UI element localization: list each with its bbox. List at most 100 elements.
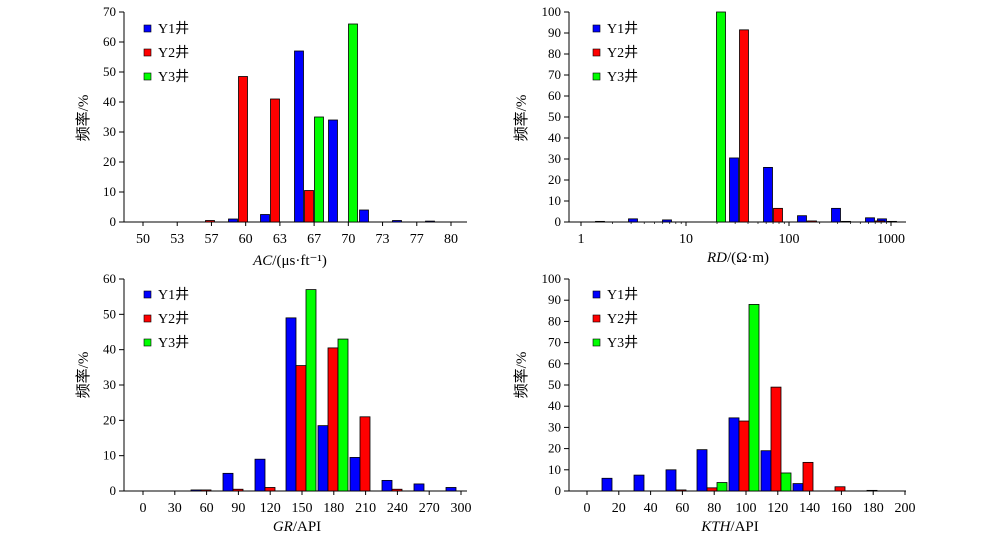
x-tick-label: 50 xyxy=(136,232,150,247)
y-tick-label: 40 xyxy=(548,398,561,413)
bar-gr-s3-150 xyxy=(305,289,317,492)
y-tick-label: 100 xyxy=(542,271,562,286)
bar-rd-s1-6.4 xyxy=(662,219,672,223)
legend-label: Y1井 xyxy=(158,21,189,37)
x-tick-label: 20 xyxy=(612,501,626,516)
legend-label: Y2井 xyxy=(607,311,638,327)
x-axis-label-unit: /(μs·ft⁻¹) xyxy=(272,253,327,269)
x-tick-label: 53 xyxy=(170,232,184,247)
bar-ac-s1-60 xyxy=(228,218,238,223)
bar-kth-s3-80 xyxy=(716,482,728,492)
bar-ac-s2-63 xyxy=(270,98,280,223)
legend-swatch xyxy=(143,290,152,299)
y-tick-label: 40 xyxy=(103,342,116,357)
x-tick-label: 77 xyxy=(410,232,424,247)
x-axis-label-var: KTH xyxy=(700,519,731,535)
legend-swatch xyxy=(592,72,601,81)
bar-rd-s2-51.2 xyxy=(773,207,783,223)
bar-ac-s3-70 xyxy=(348,23,358,223)
bar-kth-s1-60 xyxy=(665,469,677,492)
x-tick-label: 1000 xyxy=(877,232,905,247)
x-tick-label: 80 xyxy=(444,232,458,247)
y-tick-label: 0 xyxy=(555,483,562,498)
bar-kth-s2-60 xyxy=(675,489,687,492)
x-axis-label-unit: /API xyxy=(730,519,758,535)
bar-kth-s1-100 xyxy=(728,417,740,492)
x-tick-label: 70 xyxy=(341,232,355,247)
bar-ac-s1-63 xyxy=(260,214,270,223)
y-tick-label: 20 xyxy=(103,412,116,427)
bar-gr-s1-90 xyxy=(222,472,234,492)
legend-label: Y1井 xyxy=(607,287,638,303)
y-tick-label: 10 xyxy=(548,193,561,208)
bar-ac-s3-67 xyxy=(314,116,324,223)
bar-gr-s1-150 xyxy=(285,317,297,492)
bar-rd-s1-25.6 xyxy=(729,157,739,223)
bar-ac-s1-80 xyxy=(425,220,435,223)
x-tick-label: 270 xyxy=(419,501,440,516)
y-tick-label: 0 xyxy=(110,214,117,229)
y-tick-label: 0 xyxy=(555,214,562,229)
y-axis-label: 频率/% xyxy=(513,95,530,142)
legend-label: Y3井 xyxy=(607,335,638,351)
x-axis-label: GR/API xyxy=(273,519,321,535)
bar-kth-s1-120 xyxy=(760,450,772,492)
bar-kth-s2-80 xyxy=(706,487,718,492)
y-tick-label: 20 xyxy=(548,441,561,456)
bar-ac-s2-57 xyxy=(205,220,215,223)
x-tick-label: 0 xyxy=(140,501,147,516)
y-tick-label: 50 xyxy=(103,64,116,79)
x-tick-label: 180 xyxy=(863,501,884,516)
y-tick-label: 10 xyxy=(548,462,561,477)
x-tick-label: 63 xyxy=(273,232,287,247)
legend-swatch xyxy=(143,314,152,323)
x-tick-label: 300 xyxy=(451,501,472,516)
bar-kth-s1-80 xyxy=(696,449,708,492)
legend-swatch xyxy=(592,314,601,323)
x-axis-label-var: AC xyxy=(252,253,273,269)
x-axis-label: KTH/API xyxy=(700,519,759,535)
bar-gr-s2-210 xyxy=(359,416,371,492)
bar-rd-s2-102.4 xyxy=(807,220,817,223)
legend-swatch xyxy=(143,72,152,81)
y-tick-label: 30 xyxy=(548,419,561,434)
legend-label: Y1井 xyxy=(607,21,638,37)
bar-gr-s2-150 xyxy=(295,365,307,492)
chart-kth: 0 10 20 30 40 50 60 70 80 90 100 0 20 40 60 80 100 120 140… xyxy=(513,271,916,535)
y-tick-label: 90 xyxy=(548,25,561,40)
y-axis-label: 频率/% xyxy=(513,352,530,399)
legend-label: Y2井 xyxy=(158,45,189,61)
legend-label: Y1井 xyxy=(158,287,189,303)
bar-kth-s3-120 xyxy=(780,472,792,492)
y-tick-label: 70 xyxy=(548,67,561,82)
bar-ac-s1-70 xyxy=(328,119,338,223)
legend-swatch xyxy=(143,24,152,33)
bar-rd-s1-3.2 xyxy=(628,218,638,223)
x-axis-label: RD/(Ω·m) xyxy=(706,250,769,266)
bar-kth-s2-160 xyxy=(834,486,846,492)
bar-rd-s1-204.8 xyxy=(831,207,841,223)
bar-gr-s1-240 xyxy=(381,479,393,492)
chart-ac: 0 10 20 30 40 50 60 70 50 53 57 60 63 67 70 73 77 80 Y1井 Y2… xyxy=(75,4,467,269)
y-tick-label: 40 xyxy=(103,94,116,109)
bar-kth-s3-100 xyxy=(748,304,760,492)
y-tick-label: 0 xyxy=(110,483,117,498)
bar-ac-s2-67 xyxy=(304,190,314,223)
x-axis-label-unit: /API xyxy=(293,519,321,535)
y-tick-label: 30 xyxy=(548,151,561,166)
y-axis-label: 频率/% xyxy=(75,352,92,399)
bar-kth-s1-20 xyxy=(601,477,613,492)
x-tick-label: 160 xyxy=(831,501,852,516)
bar-rd-s2-204.8 xyxy=(841,220,851,223)
bar-kth-s2-120 xyxy=(770,386,782,492)
bar-gr-s2-240 xyxy=(391,488,403,492)
bar-kth-s2-100 xyxy=(738,420,750,492)
bar-gr-s1-120 xyxy=(254,458,266,492)
bar-gr-s1-270 xyxy=(413,483,425,492)
x-tick-label: 90 xyxy=(231,501,245,516)
y-tick-label: 20 xyxy=(103,154,116,169)
x-tick-label: 120 xyxy=(260,501,281,516)
y-tick-label: 50 xyxy=(548,377,561,392)
bar-gr-s2-90 xyxy=(232,488,244,492)
